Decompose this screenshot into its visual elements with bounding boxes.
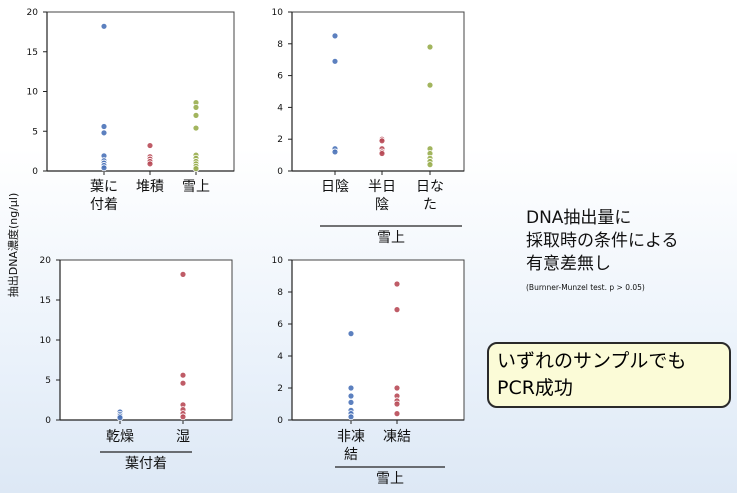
data-point <box>347 392 355 400</box>
data-point <box>331 148 339 156</box>
significance-note: DNA抽出量に 採取時の条件による 有意差無し <box>526 207 679 276</box>
data-point <box>393 410 401 418</box>
x-tick-label: 葉に <box>90 179 118 195</box>
x-tick-label: 堆積 <box>136 179 164 195</box>
data-point <box>347 398 355 406</box>
data-point <box>179 371 187 379</box>
y-axis-title: 抽出DNA濃度(ng/μl) <box>6 193 20 298</box>
x-tick-label: 日陰 <box>321 179 349 195</box>
finding-line-3: 有意差無し <box>526 254 611 274</box>
data-point <box>116 414 124 422</box>
y-tick-label: 6 <box>277 320 283 330</box>
x-tick-label: た <box>423 197 437 213</box>
y-tick-label: 8 <box>277 40 283 50</box>
pcr-callout: いずれのサンプルでも PCR成功 <box>487 342 731 408</box>
x-tick-label: 非凍 <box>337 429 365 445</box>
y-tick-label: 10 <box>272 8 284 18</box>
data-point <box>146 142 154 149</box>
y-tick-label: 2 <box>277 135 283 145</box>
data-point <box>192 124 200 132</box>
y-tick-label: 4 <box>277 352 283 362</box>
y-tick-label: 15 <box>40 296 51 306</box>
x-tick-label: 雪上 <box>182 179 210 195</box>
data-point <box>347 330 355 338</box>
y-tick-label: 10 <box>40 336 52 346</box>
y-tick-label: 4 <box>277 103 283 113</box>
x-tick-label: 湿 <box>176 429 190 445</box>
x-tick-label: 日な <box>416 179 444 195</box>
data-point <box>192 104 200 111</box>
data-point <box>378 150 386 157</box>
y-tick-label: 0 <box>277 416 283 426</box>
data-point <box>393 400 401 408</box>
data-point <box>347 413 355 421</box>
y-tick-label: 0 <box>277 167 283 177</box>
data-point <box>331 32 339 40</box>
data-point <box>192 165 200 173</box>
x-tick-label: 凍結 <box>383 429 411 445</box>
y-tick-label: 10 <box>272 256 284 266</box>
y-tick-label: 15 <box>27 48 38 58</box>
plot-area <box>46 11 235 172</box>
y-tick-label: 5 <box>32 127 38 137</box>
y-tick-label: 6 <box>277 72 283 82</box>
data-point <box>393 384 401 392</box>
group-label: 葉付着 <box>125 456 167 472</box>
data-point <box>192 111 200 119</box>
plot-area <box>59 259 233 421</box>
x-tick-label: 乾燥 <box>106 429 134 445</box>
y-tick-label: 2 <box>277 384 283 394</box>
data-point <box>100 164 108 172</box>
group-label: 雪上 <box>376 471 404 487</box>
y-tick-label: 0 <box>32 167 38 177</box>
data-point <box>179 379 187 387</box>
x-tick-label: 半日 <box>368 179 396 195</box>
data-point <box>146 160 154 168</box>
finding-line-1: DNA抽出量に <box>526 208 632 228</box>
data-point <box>347 384 355 392</box>
data-point <box>179 413 187 421</box>
y-tick-label: 10 <box>27 88 39 98</box>
x-tick-label: 付着 <box>90 197 118 213</box>
data-point <box>100 123 108 130</box>
data-point <box>393 280 401 288</box>
y-tick-label: 20 <box>40 256 52 266</box>
data-point <box>100 22 108 30</box>
data-point <box>331 57 339 65</box>
callout-line-1: いずれのサンプルでも <box>497 350 687 372</box>
data-point <box>426 161 434 169</box>
data-point <box>426 43 434 51</box>
data-point <box>179 270 187 278</box>
finding-line-2: 採取時の条件による <box>526 231 679 251</box>
callout-line-2: PCR成功 <box>497 377 573 399</box>
y-tick-label: 0 <box>45 416 51 426</box>
y-tick-label: 20 <box>27 8 39 18</box>
data-point <box>100 129 108 137</box>
group-label: 雪上 <box>377 230 405 246</box>
x-tick-label: 結 <box>344 447 358 463</box>
data-point <box>426 81 434 89</box>
plot-area <box>291 259 465 421</box>
x-tick-label: 陰 <box>375 197 389 213</box>
y-tick-label: 8 <box>277 288 283 298</box>
plot-area <box>291 11 465 172</box>
data-point <box>393 306 401 314</box>
data-point <box>378 137 386 145</box>
y-tick-label: 5 <box>45 376 51 386</box>
test-note: (Burnner-Munzel test. p > 0.05) <box>526 283 645 292</box>
